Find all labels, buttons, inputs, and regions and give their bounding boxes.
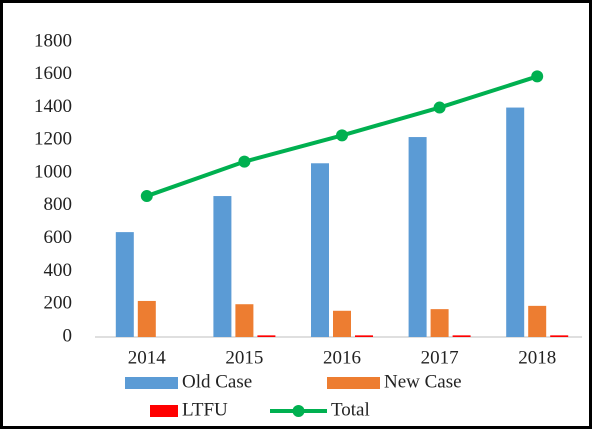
- y-tick-label: 200: [44, 293, 73, 314]
- bar: [506, 107, 525, 337]
- legend-swatch: [327, 377, 380, 389]
- y-tick-label: 400: [44, 260, 73, 281]
- x-tick-label: 2017: [421, 347, 459, 368]
- x-tick-label: 2014: [128, 347, 167, 368]
- legend-swatch: [125, 377, 178, 389]
- x-tick-label: 2016: [323, 347, 361, 368]
- y-tick-label: 1400: [34, 96, 72, 117]
- legend-swatch-marker: [292, 405, 305, 417]
- y-tick-label: 1800: [34, 30, 72, 51]
- marker: [336, 129, 348, 142]
- bar: [257, 335, 276, 337]
- bar: [311, 163, 329, 337]
- y-tick-label: 1200: [34, 129, 72, 150]
- bar: [115, 232, 134, 337]
- bar: [408, 137, 427, 337]
- bar: [333, 310, 351, 337]
- bar: [235, 304, 254, 337]
- y-tick-label: 600: [44, 227, 73, 248]
- legend-label: Old Case: [182, 371, 252, 392]
- marker: [140, 190, 153, 203]
- marker: [238, 155, 251, 168]
- legend-label: LTFU: [182, 399, 228, 420]
- y-tick-label: 1000: [34, 161, 72, 182]
- bar: [137, 300, 156, 337]
- bar: [355, 335, 373, 337]
- bar: [528, 305, 547, 337]
- legend-label: New Case: [384, 371, 462, 392]
- x-tick-label: 2015: [225, 347, 263, 368]
- y-tick-label: 1600: [34, 63, 72, 84]
- y-tick-label: 0: [63, 325, 73, 346]
- bar: [550, 335, 569, 337]
- legend-label: Total: [331, 399, 370, 420]
- marker: [433, 101, 446, 114]
- x-tick-label: 2018: [518, 347, 556, 368]
- y-tick-label: 800: [44, 194, 73, 215]
- legend-swatch: [150, 405, 178, 417]
- bar: [213, 196, 232, 337]
- marker: [531, 70, 544, 83]
- bar: [430, 309, 449, 337]
- bar: [452, 335, 471, 337]
